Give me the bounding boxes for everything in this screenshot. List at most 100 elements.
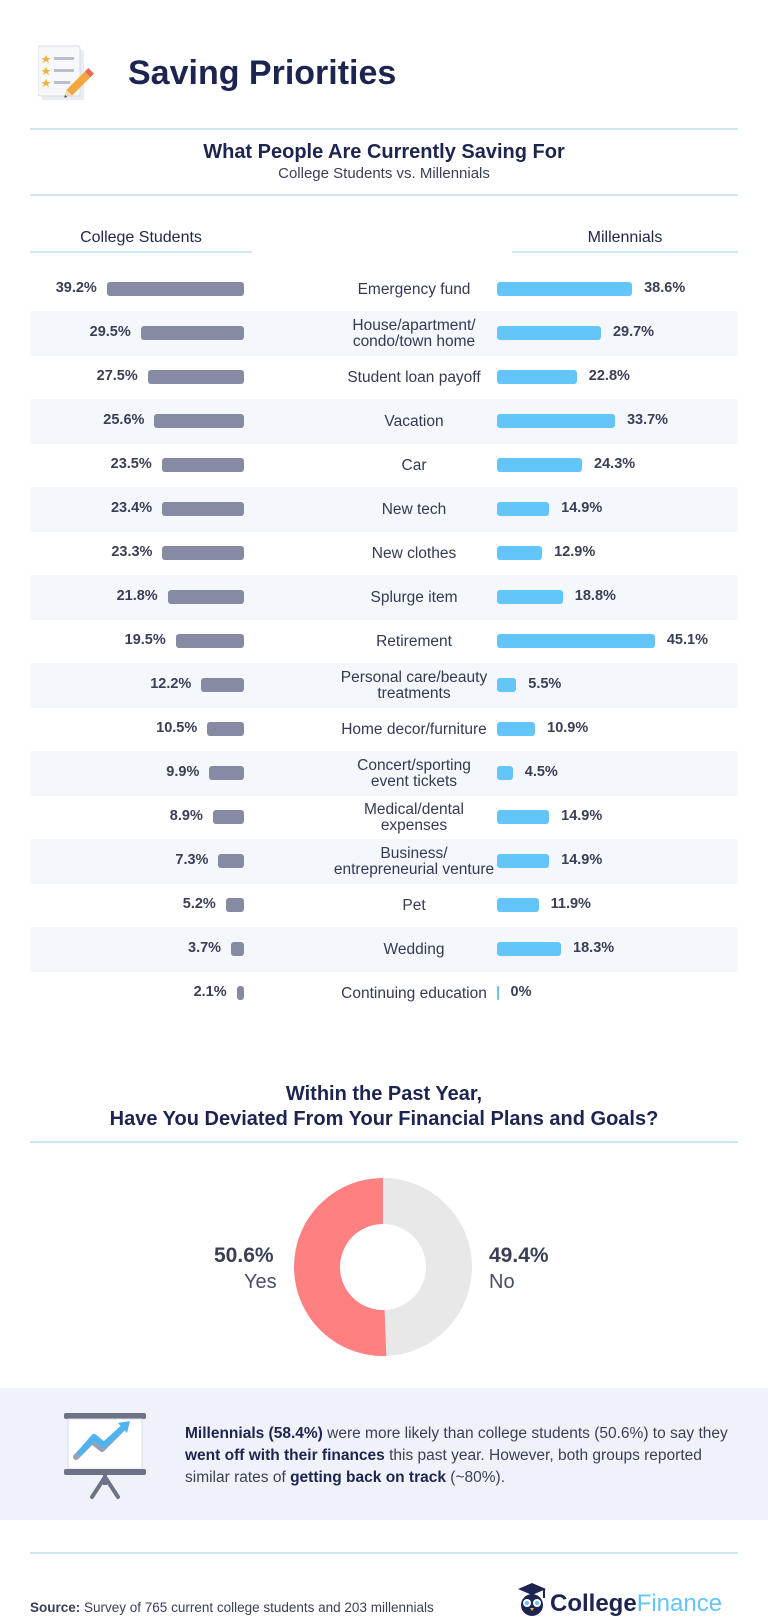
bar-millennials (497, 458, 583, 472)
bar-millennials (497, 678, 517, 692)
category-label-line: Continuing education (341, 984, 487, 1002)
source-note: Source: Survey of 765 current college st… (30, 1600, 434, 1615)
value-label-millennials: 5.5% (528, 676, 562, 692)
value-label-millennials: 14.9% (561, 808, 603, 824)
chart-row: Student loan payoff 27.5% 22.8% (30, 355, 738, 400)
brand-logo: CollegeFinance (550, 1590, 722, 1618)
value-label-millennials: 4.5% (524, 764, 558, 780)
chart-row: Continuing education 2.1% 0% (30, 971, 738, 1016)
value-label-college-students: 29.5% (89, 324, 131, 340)
chart-row: Concert/sporting event tickets 9.9% 4.5% (30, 751, 738, 796)
bar-millennials (497, 810, 550, 824)
page-title: Saving Priorities (128, 54, 397, 92)
donut-title-line2: Have You Deviated From Your Financial Pl… (109, 1108, 659, 1130)
donut-slice-yes (294, 1178, 387, 1356)
value-label-college-students: 9.9% (166, 764, 200, 780)
bar-college-students (162, 502, 244, 516)
category-label-text: House/apartment/condo/town home (352, 317, 475, 350)
bar-college-students (201, 678, 244, 692)
chart-row: New tech 23.4% 14.9% (30, 487, 738, 532)
category-label-line: Car (401, 456, 427, 474)
category-label: Wedding (286, 927, 542, 972)
value-label-college-students: 21.8% (116, 588, 158, 604)
donut-title: Within the Past Year, Have You Deviated … (0, 1082, 768, 1132)
category-label-text: Emergency fund (358, 281, 471, 298)
category-label: Medical/dental expenses (286, 795, 542, 840)
presentation-chart-icon (64, 1413, 146, 1499)
chart-row: Business/entrepreneurial venture 7.3% 14.9… (30, 839, 738, 884)
bar-millennials (497, 854, 550, 868)
category-label: Student loan payoff (286, 355, 542, 400)
value-label-college-students: 3.7% (188, 940, 222, 956)
value-label-college-students: 2.1% (193, 984, 227, 1000)
bar-millennials (497, 986, 499, 1000)
category-label-line: New clothes (371, 544, 457, 562)
bar-millennials (497, 546, 543, 560)
donut-slice-no (383, 1178, 473, 1356)
bar-college-students (231, 942, 244, 956)
category-label-text: New clothes (371, 544, 457, 562)
value-label-college-students: 27.5% (96, 368, 138, 384)
value-label-college-students: 5.2% (182, 896, 216, 912)
category-label: Business/entrepreneurial venture (286, 839, 542, 884)
bar-college-students (106, 282, 244, 296)
category-label: Pet (286, 883, 542, 928)
bar-college-students (147, 370, 244, 384)
chart-subtitle: College Students vs. Millennials (278, 165, 490, 182)
source-label: Source: (30, 1600, 81, 1615)
note-text: Millennials (58.4%) were more likely tha… (185, 1423, 745, 1489)
bar-college-students (225, 898, 244, 912)
chart-row: Medical/dental expenses 8.9% 14.9% (30, 795, 738, 840)
donut-chart (294, 1178, 473, 1356)
checklist-pencil-icon (38, 45, 95, 100)
value-label-millennials: 10.9% (547, 720, 589, 736)
value-label-college-students: 12.2% (150, 676, 192, 692)
bar-millennials (497, 590, 563, 604)
category-label-line: Student loan payoff (347, 368, 481, 386)
category-label-line: New tech (381, 500, 447, 518)
category-label: Continuing education (286, 971, 542, 1016)
chart-row: House/apartment/condo/town home 29.5% 29.7… (30, 311, 738, 356)
value-label-millennials: 18.3% (573, 940, 615, 956)
category-label-line: Concert/sporting (357, 756, 471, 774)
value-label-college-students: 23.4% (110, 500, 153, 516)
category-label-line: expenses (380, 816, 448, 834)
category-label: House/apartment/condo/town home (286, 311, 542, 356)
bar-college-students (175, 634, 244, 648)
chart-row: Vacation 25.6% 33.7% (30, 399, 738, 444)
category-label-line: Splurge item (370, 588, 458, 606)
brand-part1: College (550, 1590, 637, 1617)
chart-row: Emergency fund 39.2% 38.6% (30, 267, 738, 312)
value-label-college-students: 23.5% (110, 456, 152, 472)
category-label: Vacation (286, 399, 542, 444)
donut-yes-value: 50.6% (214, 1244, 274, 1267)
donut-yes-label: Yes (244, 1271, 277, 1293)
chart-row: Retirement 19.5% 45.1% (30, 619, 738, 664)
value-label-millennials: 24.3% (594, 456, 636, 472)
chart-row: New clothes 23.3% 12.9% (30, 531, 738, 576)
category-label-text: Wedding (384, 941, 445, 958)
legend-underline (512, 251, 738, 253)
bar-college-students (167, 590, 244, 604)
category-label-text: Home decor/furniture (341, 720, 487, 738)
category-label-text: Retirement (376, 633, 452, 650)
category-label-line: Personal care/beauty (340, 668, 488, 686)
note-fragment: were more likely than college students (… (322, 1425, 728, 1442)
category-label-line: Home decor/furniture (341, 720, 487, 738)
value-label-millennials: 18.8% (574, 588, 616, 604)
bar-college-students (209, 766, 244, 780)
chart-row: Home decor/furniture 10.5% 10.9% (30, 707, 738, 752)
category-label-text: Medical/dental expenses (364, 801, 464, 834)
category-label-text: Student loan payoff (347, 368, 481, 386)
category-label: Car (286, 443, 542, 488)
category-label: Retirement (286, 619, 542, 664)
bar-millennials (497, 414, 615, 428)
value-label-millennials: 22.8% (588, 368, 630, 384)
value-label-college-students: 25.6% (103, 412, 145, 428)
donut-no-label: No (489, 1271, 515, 1293)
value-label-college-students: 23.3% (111, 544, 153, 560)
category-label-line: Business/ (380, 844, 448, 862)
value-label-millennials: 14.9% (561, 852, 603, 868)
bar-college-students (161, 458, 244, 472)
brand-part2: Finance (636, 1590, 723, 1617)
